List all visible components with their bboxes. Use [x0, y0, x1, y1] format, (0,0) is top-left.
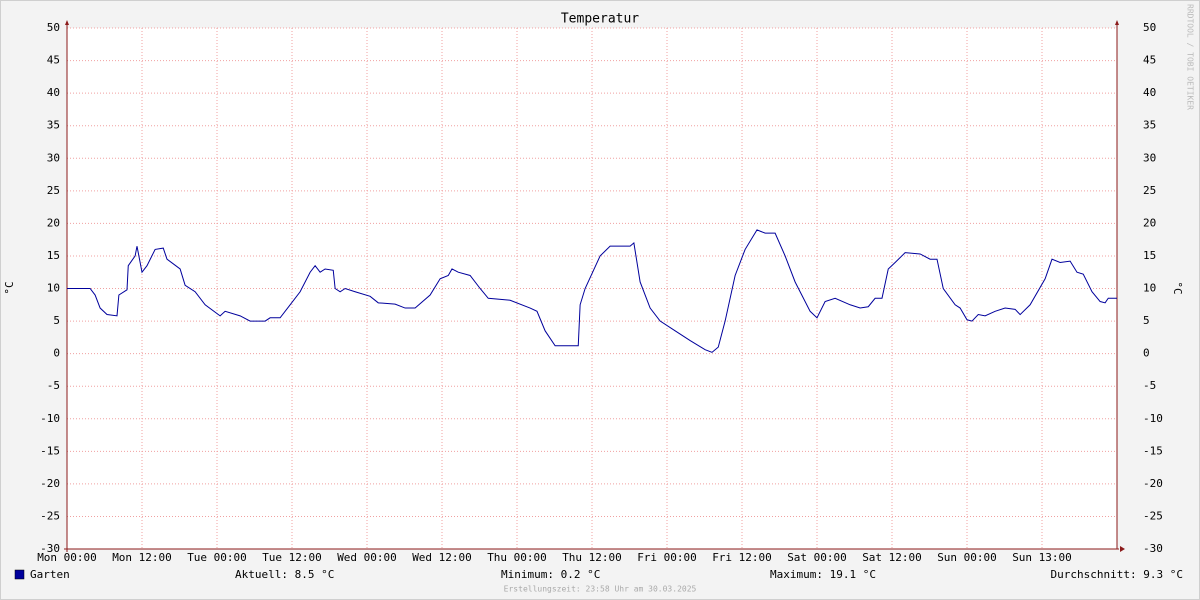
y2-tick-label: 10 [1143, 282, 1156, 295]
watermark: RRDTOOL / TOBI OETIKER [1186, 4, 1195, 110]
y-tick-label: -20 [40, 477, 60, 490]
legend-label: Garten [30, 568, 70, 581]
x-tick-label: Wed 12:00 [412, 551, 472, 564]
x-tick-label: Thu 12:00 [562, 551, 622, 564]
y-tick-label: 40 [47, 86, 60, 99]
footnote: Erstellungszeit: 23:58 Uhr am 30.03.2025 [504, 585, 697, 594]
y2-tick-label: 15 [1143, 249, 1156, 262]
x-tick-label: Wed 00:00 [337, 551, 397, 564]
y2-tick-label: -25 [1143, 509, 1163, 522]
y2-tick-label: 5 [1143, 314, 1150, 327]
x-tick-label: Fri 12:00 [712, 551, 772, 564]
axis-arrow [1120, 546, 1125, 552]
y2-tick-label: -30 [1143, 542, 1163, 555]
y2-tick-label: 45 [1143, 54, 1156, 67]
y-tick-label: 30 [47, 151, 60, 164]
x-tick-label: Fri 00:00 [637, 551, 697, 564]
y-tick-label: 20 [47, 216, 60, 229]
x-tick-label: Mon 00:00 [37, 551, 97, 564]
y-axis-label: °C [3, 281, 16, 294]
axis-arrow [65, 20, 69, 25]
y-tick-label: -10 [40, 412, 60, 425]
y2-tick-label: 50 [1143, 21, 1156, 34]
x-tick-label: Tue 12:00 [262, 551, 322, 564]
y-tick-label: 10 [47, 282, 60, 295]
y2-tick-label: 25 [1143, 184, 1156, 197]
axis-arrow [1115, 20, 1119, 25]
y2-tick-label: -15 [1143, 444, 1163, 457]
y-tick-label: 45 [47, 54, 60, 67]
y-tick-label: -15 [40, 444, 60, 457]
x-tick-label: Sat 12:00 [862, 551, 922, 564]
x-tick-label: Sun 13:00 [1012, 551, 1072, 564]
y-tick-label: -30 [40, 542, 60, 555]
y2-tick-label: 40 [1143, 86, 1156, 99]
y2-tick-label: -10 [1143, 412, 1163, 425]
x-tick-label: Sat 00:00 [787, 551, 847, 564]
legend-stat: Durchschnitt: 9.3 °C [1051, 568, 1183, 581]
y2-tick-label: -20 [1143, 477, 1163, 490]
x-tick-label: Thu 00:00 [487, 551, 547, 564]
y-tick-label: -25 [40, 509, 60, 522]
legend-swatch [14, 569, 25, 580]
y2-tick-label: 0 [1143, 347, 1150, 360]
y-tick-label: 50 [47, 21, 60, 34]
x-tick-label: Tue 00:00 [187, 551, 247, 564]
y-tick-label: 35 [47, 119, 60, 132]
y2-tick-label: 20 [1143, 216, 1156, 229]
y-tick-label: 15 [47, 249, 60, 262]
chart-title: Temperatur [561, 12, 639, 27]
y2-axis-label: °C [1171, 281, 1184, 294]
series-line [67, 229, 1117, 353]
y2-tick-label: -5 [1143, 379, 1156, 392]
legend-stat: Minimum: 0.2 °C [501, 568, 600, 581]
y2-tick-label: 30 [1143, 151, 1156, 164]
x-tick-label: Mon 12:00 [112, 551, 172, 564]
y2-tick-label: 35 [1143, 119, 1156, 132]
y-tick-label: 25 [47, 184, 60, 197]
y-tick-label: -5 [47, 379, 60, 392]
y-tick-label: 5 [53, 314, 60, 327]
legend-stat: Aktuell: 8.5 °C [235, 568, 334, 581]
y-tick-label: 0 [53, 347, 60, 360]
x-tick-label: Sun 00:00 [937, 551, 997, 564]
legend-stat: Maximum: 19.1 °C [770, 568, 876, 581]
